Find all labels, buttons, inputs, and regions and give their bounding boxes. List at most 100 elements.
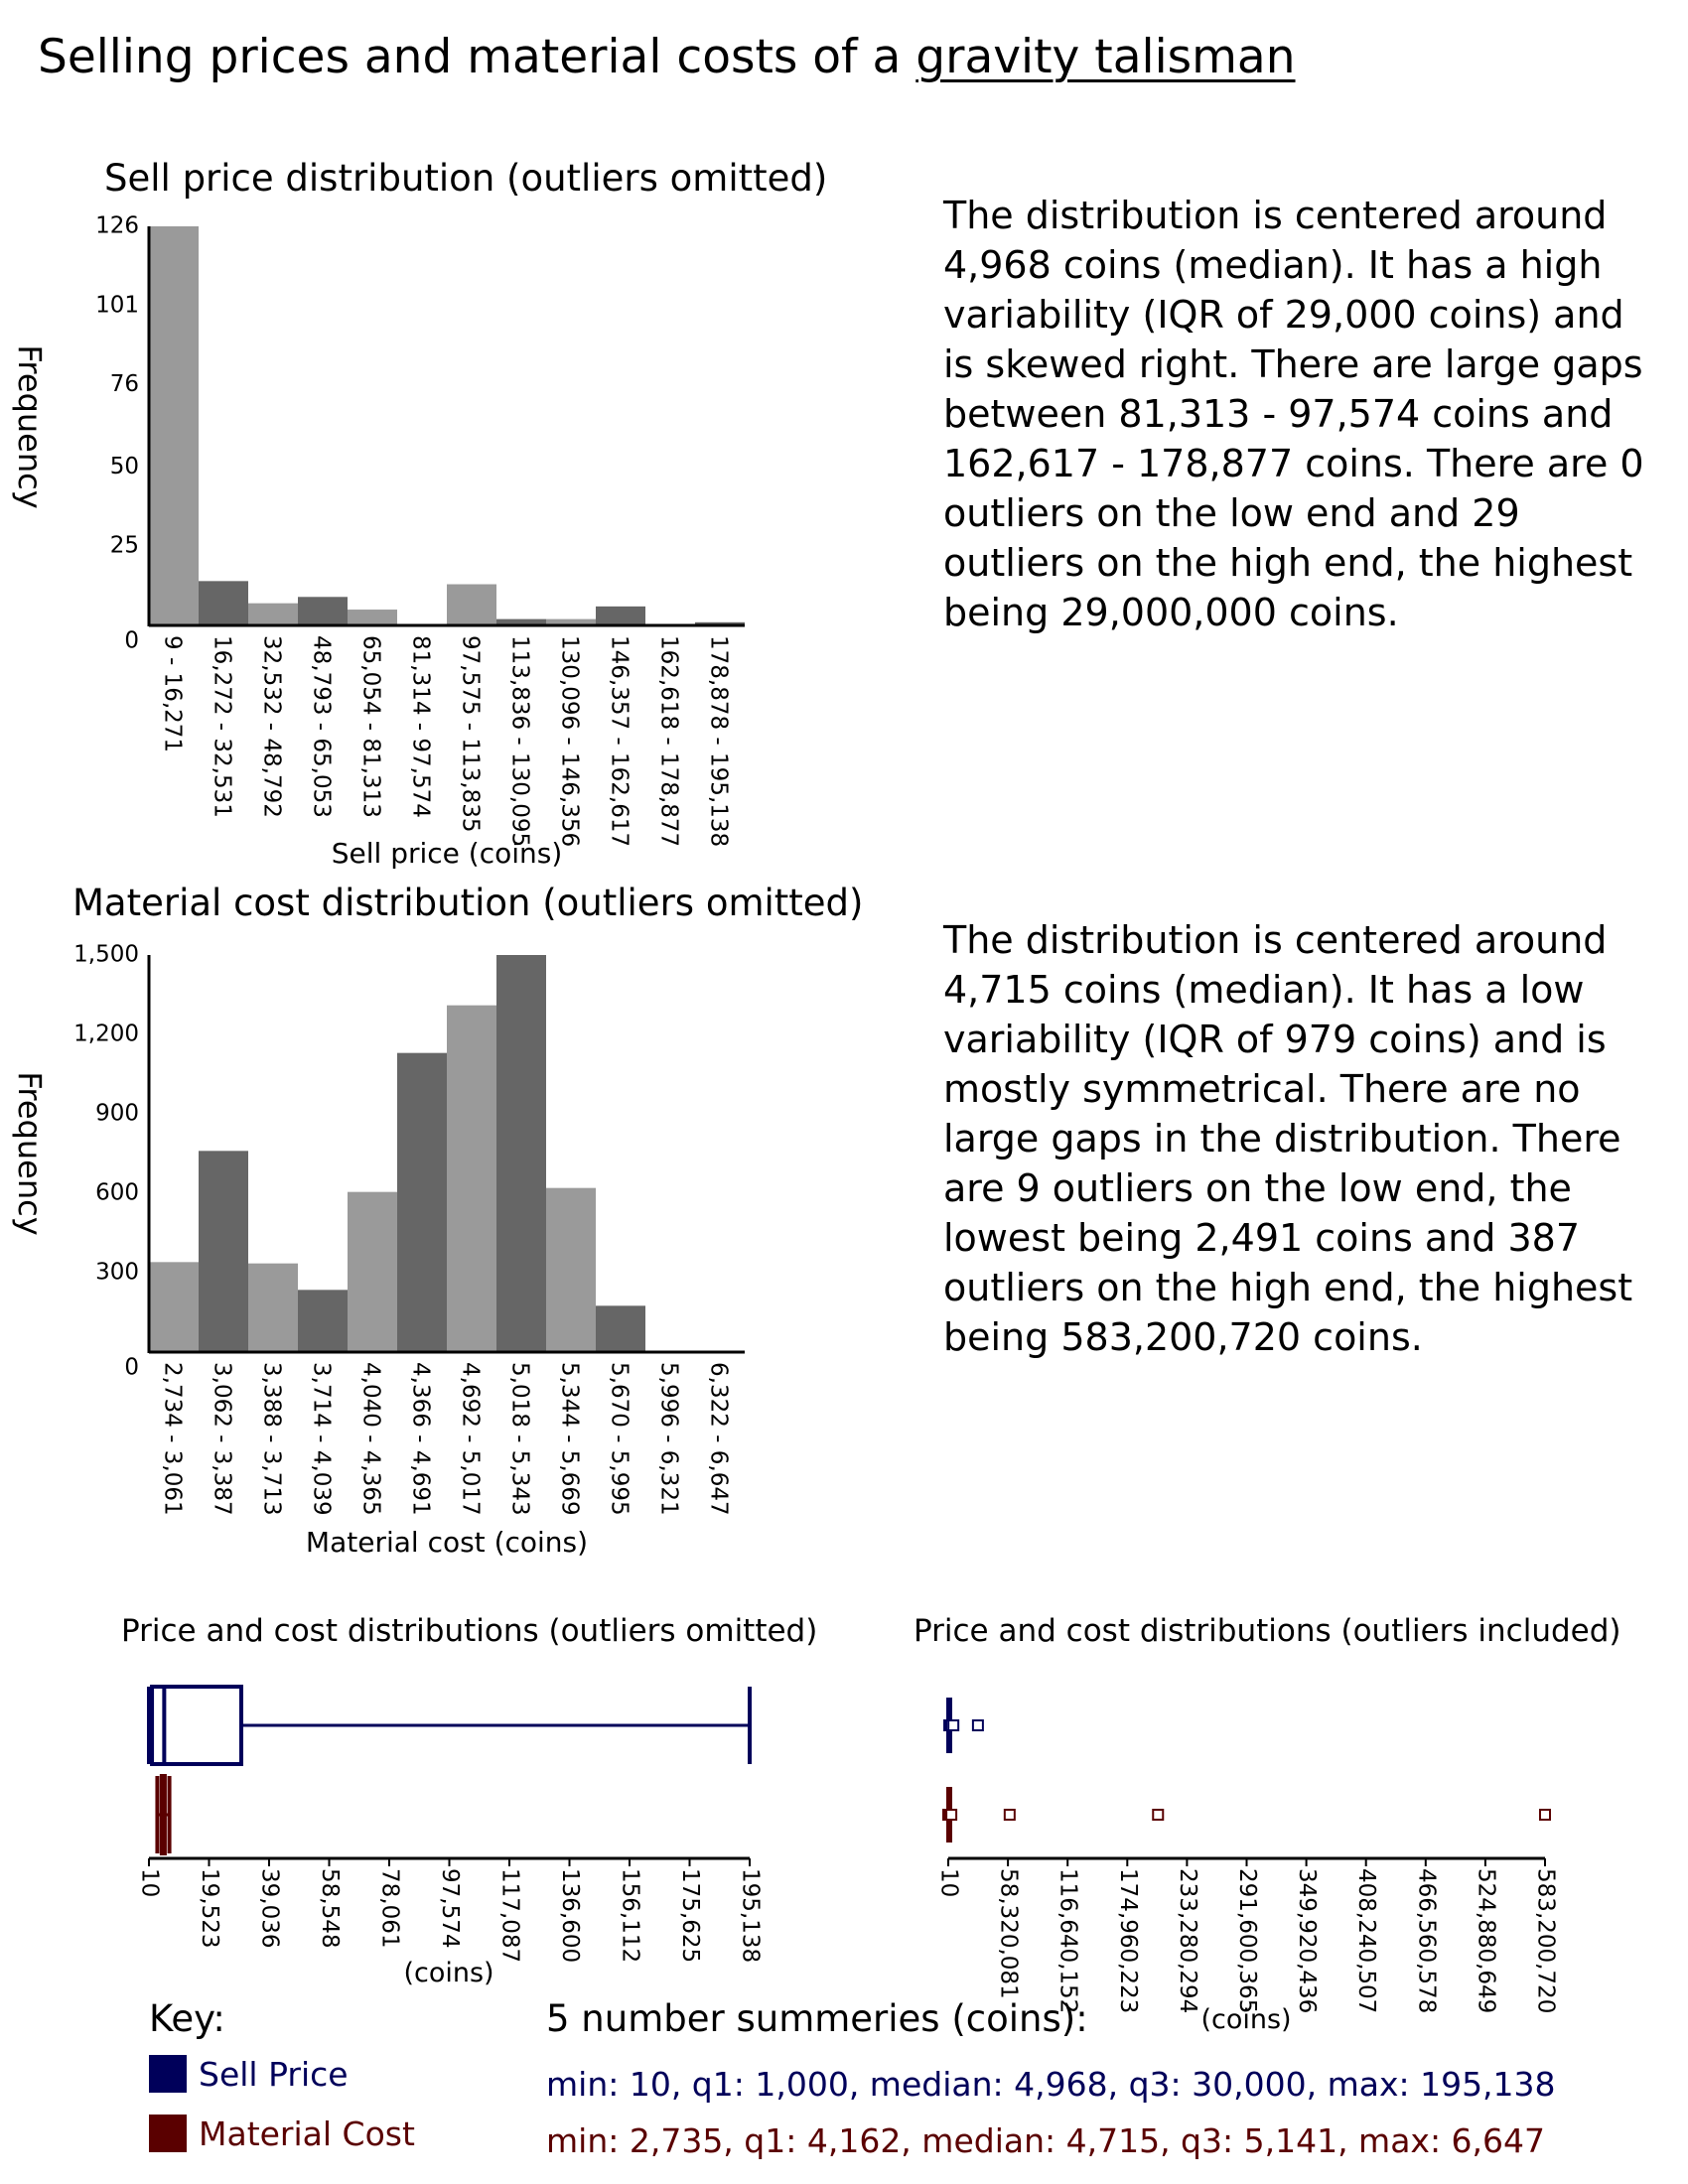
x-tick-label: 19,523 — [197, 1868, 222, 1948]
y-tick-label: 300 — [95, 1260, 139, 1286]
sell-price-histogram: 0 25 50 76 101 126 9 - 16,271 16,272 - 32,531 32… — [11, 213, 745, 870]
x-tick-label: 78,061 — [377, 1868, 403, 1948]
x-tick-label: 58,548 — [317, 1868, 343, 1948]
boxplot-outliers-included: 10 58,320,081 116,640,152 174,960,223 233,28… — [936, 1698, 1559, 2035]
histogram-bar — [149, 1262, 199, 1352]
x-axis-label: Sell price (coins) — [332, 837, 563, 870]
x-tick-label: 3,714 - 4,039 — [309, 1362, 335, 1516]
histogram-bar — [496, 618, 546, 625]
x-axis-label: (coins) — [403, 1958, 493, 1988]
sell-hist-description: The distribution is centered around 4,96… — [943, 194, 1644, 634]
box-included-title: Price and cost distributions (outliers i… — [914, 1613, 1621, 1649]
histogram-bar — [348, 1191, 397, 1352]
x-tick-label: 233,280,294 — [1175, 1868, 1200, 2013]
x-tick-label: 291,600,365 — [1234, 1868, 1260, 2013]
x-tick-label: 97,575 - 113,835 — [458, 635, 484, 833]
histogram-bar — [546, 1187, 596, 1352]
y-tick-label: 25 — [110, 533, 139, 559]
x-tick-label: 583,200,720 — [1533, 1868, 1559, 2013]
y-tick-label: 101 — [95, 292, 139, 318]
histogram-bar — [149, 226, 199, 625]
sell-outlier-point — [971, 1719, 984, 1731]
x-tick-label: 3,062 - 3,387 — [210, 1362, 235, 1516]
x-tick-label: 5,018 - 5,343 — [507, 1362, 533, 1516]
page-title-prefix: Selling prices and material costs of a — [38, 30, 916, 84]
sell-key-label: Sell Price — [199, 2055, 349, 2094]
histogram-bar — [596, 1305, 645, 1352]
x-tick-label: 9 - 16,271 — [160, 635, 186, 752]
x-tick-label: 113,836 - 130,095 — [507, 635, 533, 847]
x-tick-label: 65,054 - 81,313 — [358, 635, 384, 818]
histogram-bar — [496, 955, 546, 1352]
histogram-bar — [199, 581, 248, 625]
y-tick-label: 1,500 — [73, 942, 139, 968]
x-tick-label: 10 — [137, 1868, 163, 1897]
x-tick-label: 48,793 - 65,053 — [309, 635, 335, 818]
x-tick-label: 4,040 - 4,365 — [358, 1362, 384, 1516]
x-tick-label: 5,670 - 5,995 — [607, 1362, 633, 1516]
material-hist-description: The distribution is centered around 4,71… — [943, 918, 1633, 1359]
histogram-bar — [248, 1263, 298, 1352]
x-tick-label: 16,272 - 32,531 — [210, 635, 235, 818]
x-tick-label: 349,920,436 — [1294, 1868, 1320, 2013]
y-tick-label: 126 — [95, 213, 139, 239]
x-tick-label: 4,692 - 5,017 — [458, 1362, 484, 1516]
x-tick-label: 3,388 - 3,713 — [259, 1362, 285, 1516]
x-tick-label: 10 — [936, 1868, 962, 1897]
x-tick-label: 195,138 — [738, 1868, 764, 1963]
y-tick-label: 0 — [124, 628, 139, 654]
histogram-bar — [447, 1005, 496, 1352]
sell-hist-title: Sell price distribution (outliers omitte… — [104, 157, 828, 200]
x-axis-label: Material cost (coins) — [306, 1526, 588, 1559]
x-tick-label: 130,096 - 146,356 — [557, 635, 583, 847]
boxplot-outliers-omitted: 10 19,523 39,036 58,548 78,061 97,574 117,087 1… — [137, 1685, 764, 1988]
material-key-label: Material Cost — [199, 2115, 415, 2153]
x-tick-label: 32,532 - 48,792 — [259, 635, 285, 818]
x-tick-label: 5,344 - 5,669 — [557, 1362, 583, 1516]
x-tick-label: 4,366 - 4,691 — [408, 1362, 434, 1516]
x-tick-label: 39,036 — [257, 1868, 283, 1948]
x-tick-label: 162,618 - 178,877 — [656, 635, 682, 847]
material-swatch — [149, 2115, 187, 2152]
x-tick-label: 2,734 - 3,061 — [160, 1362, 186, 1516]
x-tick-label: 466,560,578 — [1413, 1868, 1439, 2013]
material-hist-title: Material cost distribution (outliers omi… — [72, 882, 864, 924]
histogram-bar — [199, 1151, 248, 1352]
material-outlier-point — [1003, 1809, 1016, 1821]
x-tick-label: 116,640,152 — [1055, 1868, 1081, 2013]
sell-outlier-point — [947, 1719, 960, 1731]
histogram-bar — [447, 584, 496, 625]
histogram-bar — [298, 1290, 348, 1352]
histogram-bar — [397, 1052, 447, 1352]
x-tick-label: 175,625 — [677, 1868, 703, 1963]
histogram-bar — [596, 606, 645, 625]
material-outlier-point — [1539, 1809, 1551, 1821]
y-tick-label: 900 — [95, 1101, 139, 1127]
material-cost-histogram: 0 300 600 900 1,200 1,500 2,734 - 3,061 3,062 -… — [11, 942, 745, 1559]
x-tick-label: 81,314 - 97,574 — [408, 635, 434, 818]
sell-swatch — [149, 2055, 187, 2093]
histogram-bar — [348, 610, 397, 625]
key-title: Key: — [149, 1997, 225, 2040]
histogram-bar — [248, 603, 298, 625]
y-tick-label: 600 — [95, 1180, 139, 1206]
x-tick-label: 136,600 — [557, 1868, 583, 1963]
y-tick-label: 0 — [124, 1355, 139, 1381]
y-tick-label: 76 — [110, 371, 139, 397]
x-tick-label: 178,878 - 195,138 — [706, 635, 732, 847]
sell-summary-line: min: 10, q1: 1,000, median: 4,968, q3: 3… — [546, 2065, 1556, 2104]
material-outlier-point — [945, 1809, 958, 1821]
x-tick-label: 97,574 — [437, 1868, 463, 1948]
histogram-bar — [546, 618, 596, 625]
page-title-item: gravity talisman — [915, 30, 1296, 84]
x-tick-label: 6,322 - 6,647 — [706, 1362, 732, 1516]
y-axis-label: Frequency — [11, 344, 49, 508]
histogram-bar — [298, 597, 348, 625]
x-tick-label: 174,960,223 — [1115, 1868, 1141, 2013]
page-title: Selling prices and material costs of a g… — [38, 30, 1296, 84]
x-tick-label: 146,357 - 162,617 — [607, 635, 633, 847]
x-tick-label: 156,112 — [618, 1868, 643, 1963]
summary-title: 5 number summeries (coins): — [546, 1997, 1088, 2040]
x-tick-label: 524,880,649 — [1473, 1868, 1498, 2013]
